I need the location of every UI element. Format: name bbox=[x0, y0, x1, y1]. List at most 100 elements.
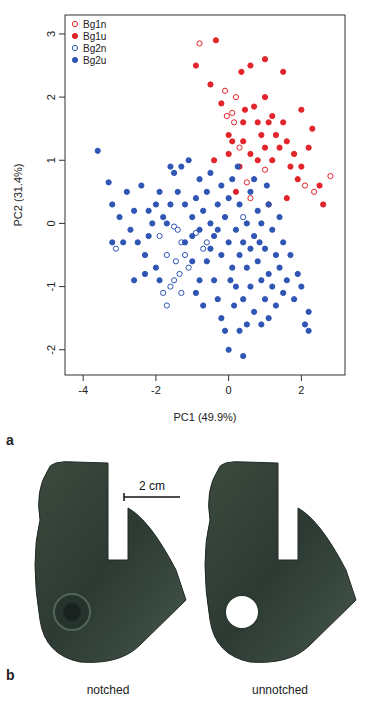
scatter-point bbox=[241, 139, 246, 144]
scatter-point bbox=[262, 167, 267, 172]
scatter-point bbox=[201, 246, 206, 251]
scale-bar bbox=[124, 496, 180, 498]
scatter-point bbox=[164, 252, 169, 257]
scatter-point bbox=[235, 164, 240, 169]
scatter-point bbox=[215, 202, 220, 207]
legend-symbol bbox=[72, 21, 77, 26]
scatter-point bbox=[259, 132, 264, 137]
scatter-point bbox=[157, 233, 162, 238]
scatter-point bbox=[262, 145, 267, 150]
scatter-point bbox=[230, 110, 235, 115]
panel-label: b bbox=[6, 667, 15, 683]
scatter-point bbox=[213, 38, 218, 43]
scatter-point bbox=[270, 284, 275, 289]
x-tick-label: 2 bbox=[298, 384, 304, 396]
scatter-point bbox=[131, 208, 136, 213]
scatter-point bbox=[277, 265, 282, 270]
scatter-point bbox=[306, 309, 311, 314]
scatter-point bbox=[161, 290, 166, 295]
scatter-point bbox=[233, 95, 238, 100]
scatter-point bbox=[266, 120, 271, 125]
scatter-point bbox=[242, 107, 247, 112]
scatter-point bbox=[259, 322, 264, 327]
scatter-point bbox=[204, 259, 209, 264]
y-tick-label: -2 bbox=[45, 345, 57, 355]
scatter-point bbox=[231, 120, 236, 125]
scatter-point bbox=[142, 252, 147, 257]
scatter-point bbox=[302, 183, 307, 188]
bronze-object bbox=[35, 462, 186, 663]
y-tick bbox=[59, 349, 65, 350]
scatter-point bbox=[219, 316, 224, 321]
y-tick-label: 0 bbox=[45, 220, 57, 226]
scatter-point bbox=[288, 252, 293, 257]
scatter-point bbox=[273, 303, 278, 308]
scatter-point bbox=[226, 196, 231, 201]
scatter-point bbox=[110, 202, 115, 207]
scatter-point bbox=[164, 221, 169, 226]
scatter-point bbox=[215, 297, 220, 302]
scatter-point bbox=[241, 297, 246, 302]
x-tick bbox=[228, 375, 229, 381]
scatter-point bbox=[266, 316, 271, 321]
points bbox=[95, 38, 333, 359]
scatter-point bbox=[262, 246, 267, 251]
scatter-point bbox=[259, 278, 264, 283]
scatter-point bbox=[241, 215, 246, 220]
scatter-point bbox=[257, 240, 262, 245]
scatter-point bbox=[295, 177, 300, 182]
scatter-point bbox=[248, 196, 253, 201]
scatter-point bbox=[222, 328, 227, 333]
scatter-point bbox=[237, 145, 242, 150]
scatter-point bbox=[244, 322, 249, 327]
scatter-point bbox=[171, 170, 176, 175]
scatter-point bbox=[255, 259, 260, 264]
y-tick bbox=[59, 33, 65, 34]
scatter-point bbox=[255, 208, 260, 213]
scatter-point bbox=[270, 227, 275, 232]
scatter-point bbox=[182, 202, 187, 207]
scatter-point bbox=[302, 322, 307, 327]
scatter-point bbox=[241, 240, 246, 245]
legend-symbol bbox=[72, 45, 77, 50]
y-tick-label: 1 bbox=[45, 157, 57, 163]
x-tick bbox=[155, 375, 156, 381]
scatter-point bbox=[317, 183, 322, 188]
scatter-point bbox=[164, 303, 169, 308]
scatter-point bbox=[95, 148, 100, 153]
scatter-point bbox=[291, 151, 296, 156]
scatter-point bbox=[193, 290, 198, 295]
scatter-point bbox=[251, 177, 256, 182]
scatter-point bbox=[175, 227, 180, 232]
scatter-point bbox=[190, 233, 195, 238]
scatter-point bbox=[190, 215, 195, 220]
scatter-point bbox=[153, 202, 158, 207]
plot-frame bbox=[65, 15, 345, 375]
y-tick-label: 3 bbox=[45, 31, 57, 37]
scatter-point bbox=[190, 259, 195, 264]
y-tick-label: 2 bbox=[45, 94, 57, 100]
scatter-point bbox=[193, 196, 198, 201]
scatter-point bbox=[233, 227, 238, 232]
scatter-point bbox=[266, 271, 271, 276]
y-tick bbox=[59, 223, 65, 224]
scatter-point bbox=[146, 208, 151, 213]
scatter-point bbox=[150, 221, 155, 226]
scatter-point bbox=[222, 88, 227, 93]
scatter-point bbox=[110, 240, 115, 245]
scatter-point bbox=[277, 215, 282, 220]
scatter-point bbox=[241, 120, 246, 125]
scatter-point bbox=[264, 183, 269, 188]
scatter-point bbox=[186, 158, 191, 163]
scale-bar-label: 2 cm bbox=[139, 479, 165, 493]
scatter-point bbox=[244, 180, 249, 185]
scatter-point bbox=[226, 151, 231, 156]
scatter-point bbox=[186, 265, 191, 270]
scatter-point bbox=[226, 240, 231, 245]
scatter-point bbox=[281, 120, 286, 125]
x-axis-label: PC1 (49.9%) bbox=[174, 411, 237, 423]
scatter-point bbox=[224, 113, 229, 118]
scatter-point bbox=[177, 271, 182, 276]
scatter-point bbox=[251, 104, 256, 109]
scatter-point bbox=[251, 309, 256, 314]
